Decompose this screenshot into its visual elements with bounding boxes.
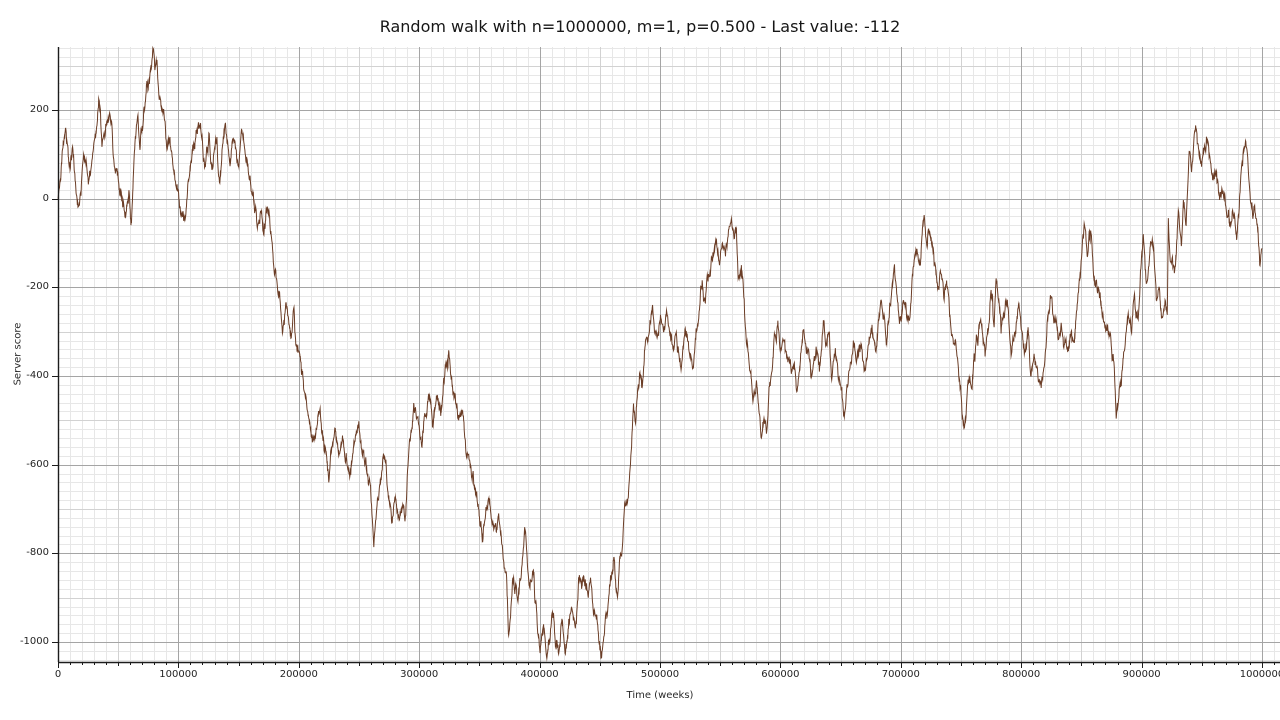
- x-axis-label: Time (weeks): [626, 690, 694, 701]
- y-tick-label: -800: [26, 547, 49, 559]
- y-tick-label: -600: [26, 458, 49, 470]
- x-tick-label: 200000: [279, 669, 318, 680]
- x-tick-label: 600000: [761, 669, 800, 680]
- y-tick-label: 0: [42, 192, 49, 204]
- y-tick-label: -200: [26, 281, 49, 293]
- x-tick-label: 800000: [1002, 669, 1041, 680]
- y-tick-label: -1000: [19, 635, 49, 647]
- x-tick-label: 0: [54, 669, 62, 680]
- x-tick-label: 400000: [520, 669, 559, 680]
- x-tick-label: 1000000: [1239, 669, 1280, 680]
- x-tick-label: 300000: [400, 669, 439, 680]
- x-tick-label: 700000: [881, 669, 920, 680]
- x-tick-label: 500000: [640, 669, 680, 680]
- y-tick-label: 200: [29, 104, 49, 115]
- x-tick-label: 100000: [159, 669, 198, 680]
- x-tick-label: 900000: [1122, 669, 1161, 680]
- chart-title: Random walk with n=1000000, m=1, p=0.500…: [379, 17, 901, 36]
- y-tick-label: -400: [26, 369, 49, 381]
